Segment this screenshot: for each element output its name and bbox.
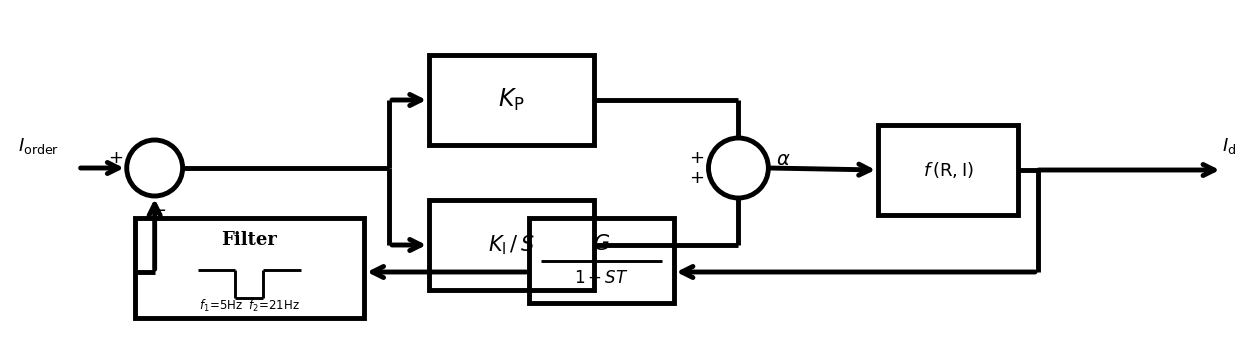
Bar	[429, 55, 594, 145]
Text: $K_{\mathrm{I}}\,/\,S$: $K_{\mathrm{I}}\,/\,S$	[487, 233, 534, 257]
Bar	[529, 218, 673, 303]
Text: $\alpha$: $\alpha$	[776, 151, 791, 169]
Text: $K_{\mathrm{P}}$: $K_{\mathrm{P}}$	[498, 87, 525, 113]
Text: $f\,(\mathrm{R,I})$: $f\,(\mathrm{R,I})$	[923, 160, 973, 180]
Bar	[878, 125, 1018, 215]
Text: $f_1\!=\!5\mathrm{Hz}\;\;f_2\!=\!21\mathrm{Hz}$: $f_1\!=\!5\mathrm{Hz}\;\;f_2\!=\!21\math…	[198, 298, 300, 314]
Text: $1+ST$: $1+ST$	[574, 270, 629, 287]
Bar	[429, 200, 594, 290]
Text: Filter: Filter	[222, 231, 278, 249]
Text: +: +	[108, 149, 123, 167]
Text: $I_{\mathrm{order}}$: $I_{\mathrm{order}}$	[17, 136, 60, 156]
Text: $-$: $-$	[151, 200, 166, 218]
Text: $I_{\mathrm{d}}$: $I_{\mathrm{d}}$	[1223, 136, 1236, 156]
Text: +: +	[689, 149, 704, 167]
Bar	[135, 218, 365, 318]
Text: $G$: $G$	[593, 234, 610, 254]
Text: +: +	[689, 169, 704, 187]
